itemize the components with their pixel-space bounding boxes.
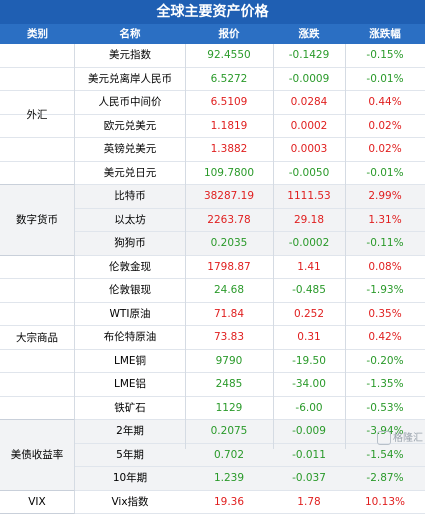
asset-name: 伦敦银现 <box>75 279 185 302</box>
asset-change: 0.0003 <box>273 138 345 161</box>
asset-change-pct: 2.99% <box>345 185 425 208</box>
asset-name: LME铝 <box>75 373 185 396</box>
asset-name: 人民币中间价 <box>75 91 185 114</box>
asset-change-pct: 0.35% <box>345 303 425 326</box>
watermark: 格隆汇 <box>351 431 423 447</box>
category-label: 美债收益率 <box>0 420 75 491</box>
asset-price: 1.3882 <box>185 138 273 161</box>
asset-change: -34.00 <box>273 373 345 396</box>
asset-price: 0.2035 <box>185 232 273 255</box>
asset-change: -0.0002 <box>273 232 345 255</box>
asset-change: -19.50 <box>273 350 345 373</box>
asset-name: 比特币 <box>75 185 185 208</box>
asset-name: WTI原油 <box>75 303 185 326</box>
asset-price: 1129 <box>185 397 273 420</box>
asset-change-pct: -0.01% <box>345 162 425 185</box>
asset-change-pct: -0.15% <box>345 44 425 67</box>
asset-price: 92.4550 <box>185 44 273 67</box>
asset-change: -0.485 <box>273 279 345 302</box>
asset-name: 美元兑日元 <box>75 162 185 185</box>
asset-change-pct: 0.02% <box>345 138 425 161</box>
asset-change: -0.011 <box>273 444 345 467</box>
asset-price: 0.2075 <box>185 420 273 443</box>
asset-change: -6.00 <box>273 397 345 420</box>
divider <box>345 44 346 449</box>
asset-name: 布伦特原油 <box>75 326 185 349</box>
asset-change-pct: -0.11% <box>345 232 425 255</box>
asset-price: 6.5109 <box>185 91 273 114</box>
table-header: 类别 名称 报价 涨跌 涨跌幅 <box>0 24 425 44</box>
watermark-text: 格隆汇 <box>393 433 423 444</box>
asset-name: 2年期 <box>75 420 185 443</box>
asset-change: 0.31 <box>273 326 345 349</box>
asset-change-pct: -0.20% <box>345 350 425 373</box>
header-pct: 涨跌幅 <box>345 24 425 44</box>
asset-price: 1.1819 <box>185 115 273 138</box>
asset-change: -0.0009 <box>273 68 345 91</box>
asset-change-pct: -0.01% <box>345 68 425 91</box>
asset-name: LME铜 <box>75 350 185 373</box>
asset-price: 9790 <box>185 350 273 373</box>
asset-change-pct: -2.87% <box>345 467 425 490</box>
category-label: VIX <box>0 491 75 514</box>
asset-name: Vix指数 <box>75 491 185 514</box>
asset-name: 伦敦金现 <box>75 256 185 279</box>
asset-change-pct: 0.42% <box>345 326 425 349</box>
category-label: 外汇 <box>0 44 75 185</box>
asset-change-pct: -1.93% <box>345 279 425 302</box>
asset-price: 38287.19 <box>185 185 273 208</box>
asset-name: 铁矿石 <box>75 397 185 420</box>
asset-price: 1798.87 <box>185 256 273 279</box>
asset-change-pct: 0.44% <box>345 91 425 114</box>
header-category: 类别 <box>0 24 75 44</box>
asset-price: 0.702 <box>185 444 273 467</box>
asset-change: -0.037 <box>273 467 345 490</box>
asset-price: 109.7800 <box>185 162 273 185</box>
asset-change: 0.252 <box>273 303 345 326</box>
divider <box>273 44 274 449</box>
asset-name: 狗狗币 <box>75 232 185 255</box>
asset-change: 0.0284 <box>273 91 345 114</box>
asset-price: 2263.78 <box>185 209 273 232</box>
divider <box>185 44 186 449</box>
asset-change: -0.1429 <box>273 44 345 67</box>
asset-change: 0.0002 <box>273 115 345 138</box>
asset-change-pct: 10.13% <box>345 491 425 514</box>
header-price: 报价 <box>185 24 273 44</box>
category-label: 数字货币 <box>0 185 75 256</box>
asset-change: 1.41 <box>273 256 345 279</box>
asset-name: 美元兑离岸人民币 <box>75 68 185 91</box>
asset-name: 10年期 <box>75 467 185 490</box>
asset-change-pct: -1.35% <box>345 373 425 396</box>
asset-name: 美元指数 <box>75 44 185 67</box>
header-change: 涨跌 <box>273 24 345 44</box>
table-title: 全球主要资产价格 <box>0 0 425 24</box>
asset-name: 5年期 <box>75 444 185 467</box>
asset-change: -0.0050 <box>273 162 345 185</box>
asset-price: 6.5272 <box>185 68 273 91</box>
asset-change: 1.78 <box>273 491 345 514</box>
asset-price: 71.84 <box>185 303 273 326</box>
category-label: 大宗商品 <box>0 256 75 421</box>
header-name: 名称 <box>75 24 185 44</box>
asset-change: 1111.53 <box>273 185 345 208</box>
asset-change: 29.18 <box>273 209 345 232</box>
asset-name: 以太坊 <box>75 209 185 232</box>
asset-change: -0.009 <box>273 420 345 443</box>
asset-price: 73.83 <box>185 326 273 349</box>
asset-change-pct: 0.08% <box>345 256 425 279</box>
asset-price: 2485 <box>185 373 273 396</box>
asset-price: 1.239 <box>185 467 273 490</box>
logo-icon <box>377 431 391 445</box>
asset-price: 19.36 <box>185 491 273 514</box>
asset-name: 英镑兑美元 <box>75 138 185 161</box>
asset-price: 24.68 <box>185 279 273 302</box>
asset-change-pct: 0.02% <box>345 115 425 138</box>
asset-change-pct: -0.53% <box>345 397 425 420</box>
asset-change-pct: 1.31% <box>345 209 425 232</box>
asset-name: 欧元兑美元 <box>75 115 185 138</box>
